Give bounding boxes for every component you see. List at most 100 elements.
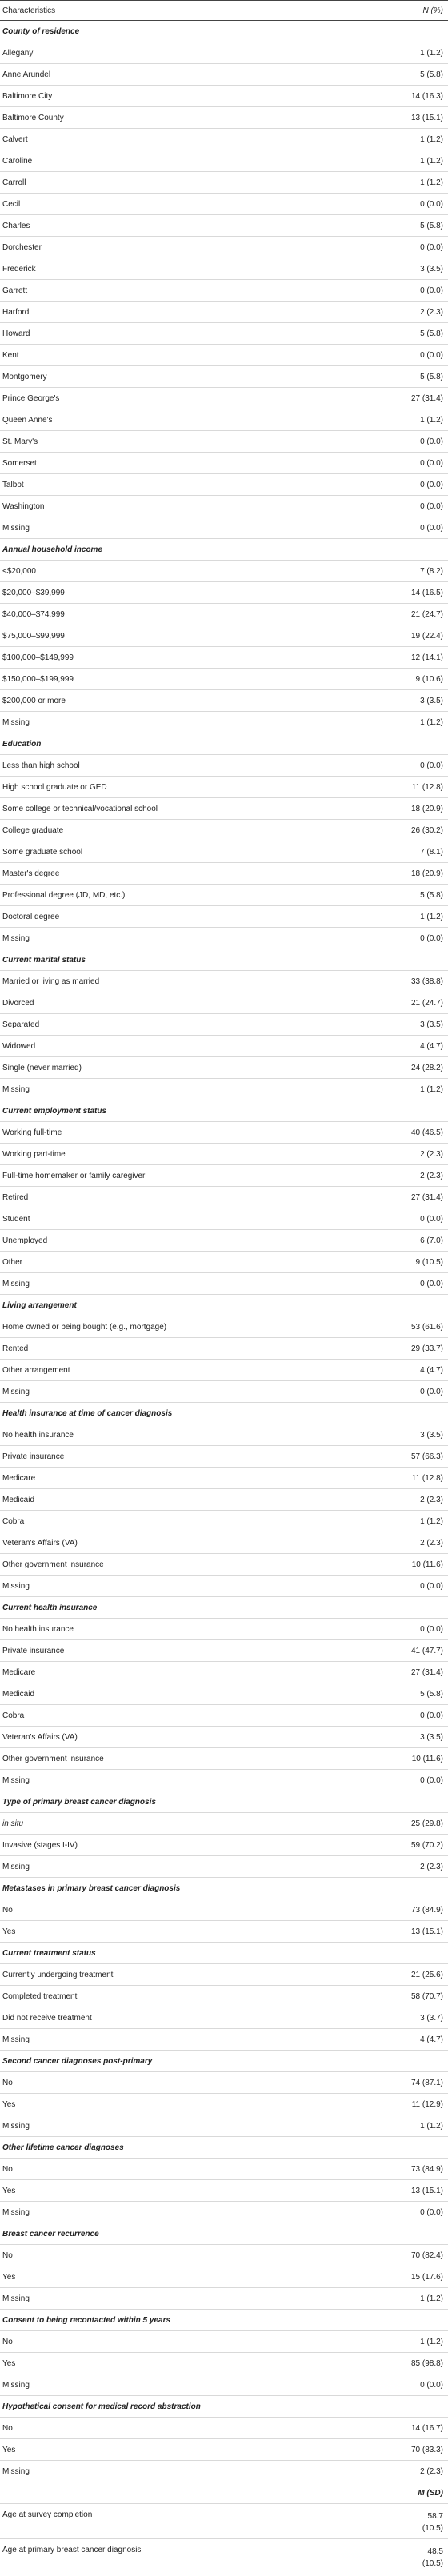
row-label: No xyxy=(2,2164,13,2174)
row-value: 58 (70.7) xyxy=(410,1991,443,2001)
data-row: Cobra 1 (1.2) xyxy=(0,1511,448,1532)
row-value: 0 (0.0) xyxy=(420,437,443,446)
row-label: Missing xyxy=(2,2207,30,2217)
data-row: No 74 (87.1) xyxy=(0,2072,448,2094)
row-value: 40 (46.5) xyxy=(410,1128,443,1137)
row-value: 1 (1.2) xyxy=(420,2337,443,2346)
row-value: 5 (5.8) xyxy=(420,221,443,230)
row-label: Missing xyxy=(2,2121,30,2131)
row-value: 15 (17.6) xyxy=(410,2272,443,2282)
row-value: 2 (2.3) xyxy=(420,2466,443,2476)
row-label: Missing xyxy=(2,2294,30,2303)
data-row: Invasive (stages I-IV) 59 (70.2) xyxy=(0,1835,448,1856)
row-label: Veteran's Affairs (VA) xyxy=(2,1538,78,1548)
data-row: Baltimore County 13 (15.1) xyxy=(0,107,448,129)
row-label: Single (never married) xyxy=(2,1063,82,1072)
row-label: No xyxy=(2,2337,13,2346)
data-row: Currently undergoing treatment 21 (25.6) xyxy=(0,1964,448,1986)
data-row: Some graduate school 7 (8.1) xyxy=(0,841,448,863)
row-label: Home owned or being bought (e.g., mortga… xyxy=(2,1322,167,1332)
data-row: Charles 5 (5.8) xyxy=(0,215,448,237)
row-label: Talbot xyxy=(2,480,24,489)
row-value: 0 (0.0) xyxy=(420,199,443,209)
row-label: Other government insurance xyxy=(2,1560,104,1569)
row-value: 70 (82.4) xyxy=(410,2251,443,2260)
row-value: 1 (1.2) xyxy=(420,2294,443,2303)
data-row: Professional degree (JD, MD, etc.) 5 (5.8… xyxy=(0,885,448,906)
row-value: 0 (0.0) xyxy=(420,1279,443,1288)
data-row: Working part-time 2 (2.3) xyxy=(0,1144,448,1165)
row-label: Missing xyxy=(2,1775,30,1785)
row-value: 85 (98.8) xyxy=(410,2358,443,2368)
row-label: Montgomery xyxy=(2,372,47,381)
sd: (10.5) xyxy=(422,2524,443,2533)
row-label: Married or living as married xyxy=(2,976,100,986)
row-value: 4 (4.7) xyxy=(420,1041,443,1051)
row-label: St. Mary's xyxy=(2,437,38,446)
row-label: Other arrangement xyxy=(2,1365,70,1375)
row-value: 57 (66.3) xyxy=(410,1452,443,1461)
row-label: Baltimore City xyxy=(2,91,53,101)
data-row: Missing 0 (0.0) xyxy=(0,2202,448,2223)
section-title: Health insurance at time of cancer diagn… xyxy=(2,1408,173,1418)
data-row: $40,000–$74,999 21 (24.7) xyxy=(0,604,448,625)
data-row: Missing 0 (0.0) xyxy=(0,1273,448,1295)
section-row: County of residence xyxy=(0,21,448,42)
row-value: 13 (15.1) xyxy=(410,2186,443,2195)
data-row: Did not receive treatment 3 (3.7) xyxy=(0,2007,448,2029)
row-value: 0 (0.0) xyxy=(420,286,443,295)
row-label: Dorchester xyxy=(2,242,42,252)
row-value: 5 (5.8) xyxy=(420,70,443,79)
data-row: No 73 (84.9) xyxy=(0,2159,448,2180)
row-label: Missing xyxy=(2,2035,30,2044)
row-label: Somerset xyxy=(2,458,37,468)
header-cell: Characteristics xyxy=(2,6,56,15)
row-label: Missing xyxy=(2,1862,30,1871)
row-label: Other government insurance xyxy=(2,1754,104,1763)
row-label: Cecil xyxy=(2,199,21,209)
data-row: Allegany 1 (1.2) xyxy=(0,42,448,64)
row-value: 12 (14.1) xyxy=(410,653,443,662)
row-label: Full-time homemaker or family caregiver xyxy=(2,1171,146,1180)
row-value: 3 (3.5) xyxy=(420,696,443,705)
row-label: Working part-time xyxy=(2,1149,66,1159)
data-row: No 73 (84.9) xyxy=(0,1899,448,1921)
data-row: Veteran's Affairs (VA) 3 (3.5) xyxy=(0,1727,448,1748)
data-row: Missing 2 (2.3) xyxy=(0,1856,448,1878)
row-label: Washington xyxy=(2,501,45,511)
section-row: Current marital status xyxy=(0,949,448,971)
row-label: Missing xyxy=(2,933,30,943)
data-row: Widowed 4 (4.7) xyxy=(0,1036,448,1057)
data-row: Medicare 11 (12.8) xyxy=(0,1468,448,1489)
data-row: Missing 0 (0.0) xyxy=(0,1770,448,1791)
section-title: Annual household income xyxy=(2,545,103,554)
row-value: 0 (0.0) xyxy=(420,242,443,252)
row-value: 1 (1.2) xyxy=(420,1516,443,1526)
data-row: $200,000 or more 3 (3.5) xyxy=(0,690,448,712)
row-label: High school graduate or GED xyxy=(2,782,107,792)
row-label: Less than high school xyxy=(2,761,80,770)
data-row: <$20,000 7 (8.2) xyxy=(0,561,448,582)
row-value: 13 (15.1) xyxy=(410,1927,443,1936)
row-label: Baltimore County xyxy=(2,113,64,122)
row-label: Queen Anne's xyxy=(2,415,53,425)
row-label: Did not receive treatment xyxy=(2,2013,92,2023)
data-row: High school graduate or GED 11 (12.8) xyxy=(0,777,448,798)
row-value: 11 (12.9) xyxy=(411,2099,443,2109)
data-row: Separated 3 (3.5) xyxy=(0,1014,448,1036)
row-value: 70 (83.3) xyxy=(410,2445,443,2454)
data-row: Some college or technical/vocational sch… xyxy=(0,798,448,820)
data-row: Yes 15 (17.6) xyxy=(0,2266,448,2288)
row-value: 6 (7.0) xyxy=(420,1236,443,1245)
row-label: Unemployed xyxy=(2,1236,48,1245)
row-value: 27 (31.4) xyxy=(410,1667,443,1677)
data-row: Full-time homemaker or family caregiver 2… xyxy=(0,1165,448,1187)
row-value: 9 (10.5) xyxy=(415,1257,443,1267)
data-row: Yes 11 (12.9) xyxy=(0,2094,448,2115)
row-value: 5 (5.8) xyxy=(420,1689,443,1699)
mean: 58.7 xyxy=(427,2512,443,2521)
row-label: Private insurance xyxy=(2,1452,65,1461)
row-value: 14 (16.5) xyxy=(410,588,443,597)
row-label: Missing xyxy=(2,2466,30,2476)
section-title: Current employment status xyxy=(2,1106,107,1116)
